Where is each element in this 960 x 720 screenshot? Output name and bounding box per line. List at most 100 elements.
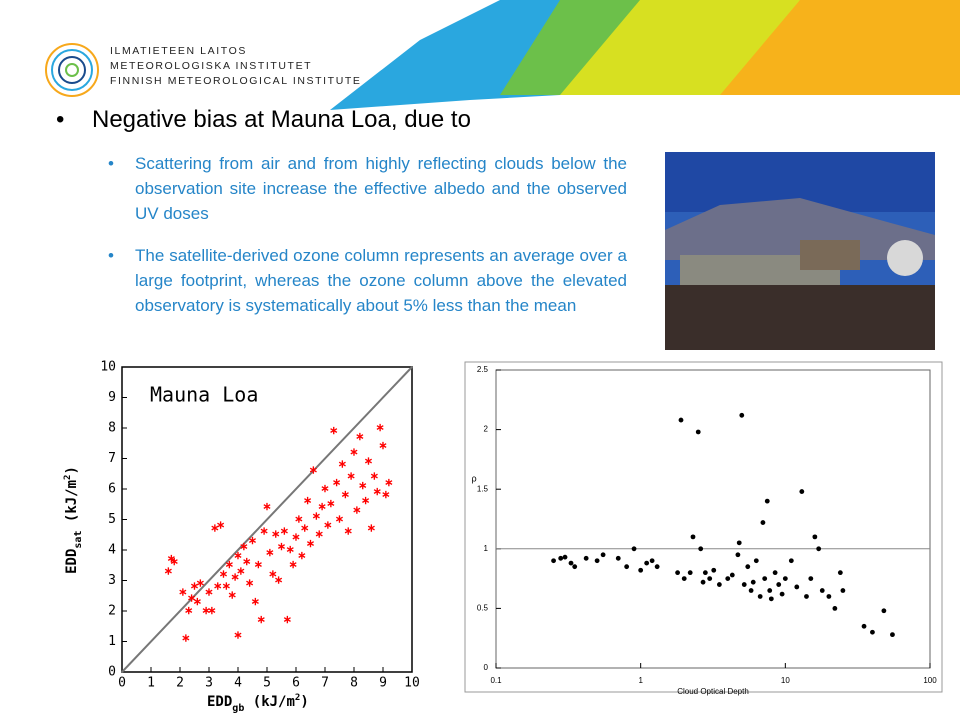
point: ∗ [341,489,350,501]
point: ∗ [375,422,384,434]
point [687,570,693,576]
point: ∗ [248,535,257,547]
point [757,594,763,599]
point [702,570,708,576]
point [698,546,704,552]
point [716,582,722,587]
point: ∗ [373,486,382,498]
y-tick-label: 1 [108,634,116,649]
label-part: 2 [63,475,73,480]
point [788,558,794,564]
point [649,558,655,564]
point: ∗ [332,477,341,489]
point: ∗ [219,568,228,580]
y-tick-label: 0.5 [477,604,489,613]
point: ∗ [344,526,353,538]
point: ∗ [257,614,266,626]
point [881,608,887,614]
point [772,570,778,576]
point [725,576,731,581]
point [695,429,701,435]
identity-line [121,366,413,673]
point [745,564,751,570]
point [767,588,773,593]
point: ∗ [216,520,225,532]
point: ∗ [239,541,248,553]
point: ∗ [222,581,231,593]
x-tick-label: 10 [404,676,420,691]
point: ∗ [233,629,242,641]
point: ∗ [335,513,344,525]
label-part: (kJ/m [64,480,80,531]
point [837,570,843,576]
point [583,555,589,561]
x-tick-label: 9 [379,676,387,691]
label-part: EDD [207,694,232,710]
point: ∗ [358,480,367,492]
point: ∗ [381,489,390,501]
x-axis-label: Cloud Optical Depth [677,687,749,696]
point: ∗ [233,550,242,562]
point [816,546,822,552]
point: ∗ [181,632,190,644]
point: ∗ [286,544,295,556]
point: ∗ [228,590,237,602]
point: ∗ [254,559,263,571]
point: ∗ [167,553,176,565]
x-tick-label: 100 [923,676,937,685]
point: ∗ [277,541,286,553]
point: ∗ [315,529,324,541]
y-tick-label: 3 [108,573,116,588]
point: ∗ [361,495,370,507]
y-axis-label: EDDsat (kJ/m2) [63,466,84,574]
label-part: 2 [295,693,300,703]
point: ∗ [338,459,347,471]
point: ∗ [225,559,234,571]
point [760,520,766,525]
y-tick-label: 1.5 [477,484,489,493]
point [615,555,621,561]
point [776,582,782,587]
point: ∗ [291,532,300,544]
y-tick-label: 8 [108,421,116,436]
point: ∗ [349,446,358,458]
label-part: gb [232,703,244,714]
point [741,582,747,587]
point: ∗ [326,498,335,510]
point [808,576,814,581]
point: ∗ [242,556,251,568]
point [779,591,785,597]
plot-frame [495,369,931,669]
point: ∗ [320,483,329,495]
point [638,567,644,573]
point: ∗ [213,581,222,593]
point: ∗ [323,520,332,532]
point [631,546,637,552]
point [804,594,809,599]
point: ∗ [346,471,355,483]
point [739,412,745,418]
x-tick-label: 4 [234,676,242,691]
logo-line: ILMATIETEEN LAITOS [110,45,247,57]
point [748,588,754,593]
point [572,564,578,570]
chart-frame [464,361,943,693]
point: ∗ [210,523,219,535]
point: ∗ [312,510,321,522]
x-tick-label: 8 [350,676,358,691]
point: ∗ [207,605,216,617]
point [568,560,574,566]
x-tick-label: 2 [176,676,184,691]
point: ∗ [268,568,277,580]
point [594,558,600,564]
point: ∗ [352,504,361,516]
point: ∗ [280,526,289,538]
point [890,632,895,638]
point [562,554,568,560]
point: ∗ [274,574,283,586]
point: ∗ [297,550,306,562]
point [681,576,687,581]
